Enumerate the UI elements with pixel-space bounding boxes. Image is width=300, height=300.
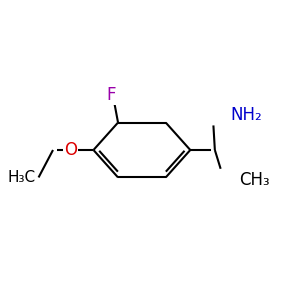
Text: NH₂: NH₂ <box>231 106 262 124</box>
Text: F: F <box>106 86 116 104</box>
Text: O: O <box>64 141 77 159</box>
Text: H₃C: H₃C <box>8 170 36 185</box>
Text: CH₃: CH₃ <box>239 171 270 189</box>
